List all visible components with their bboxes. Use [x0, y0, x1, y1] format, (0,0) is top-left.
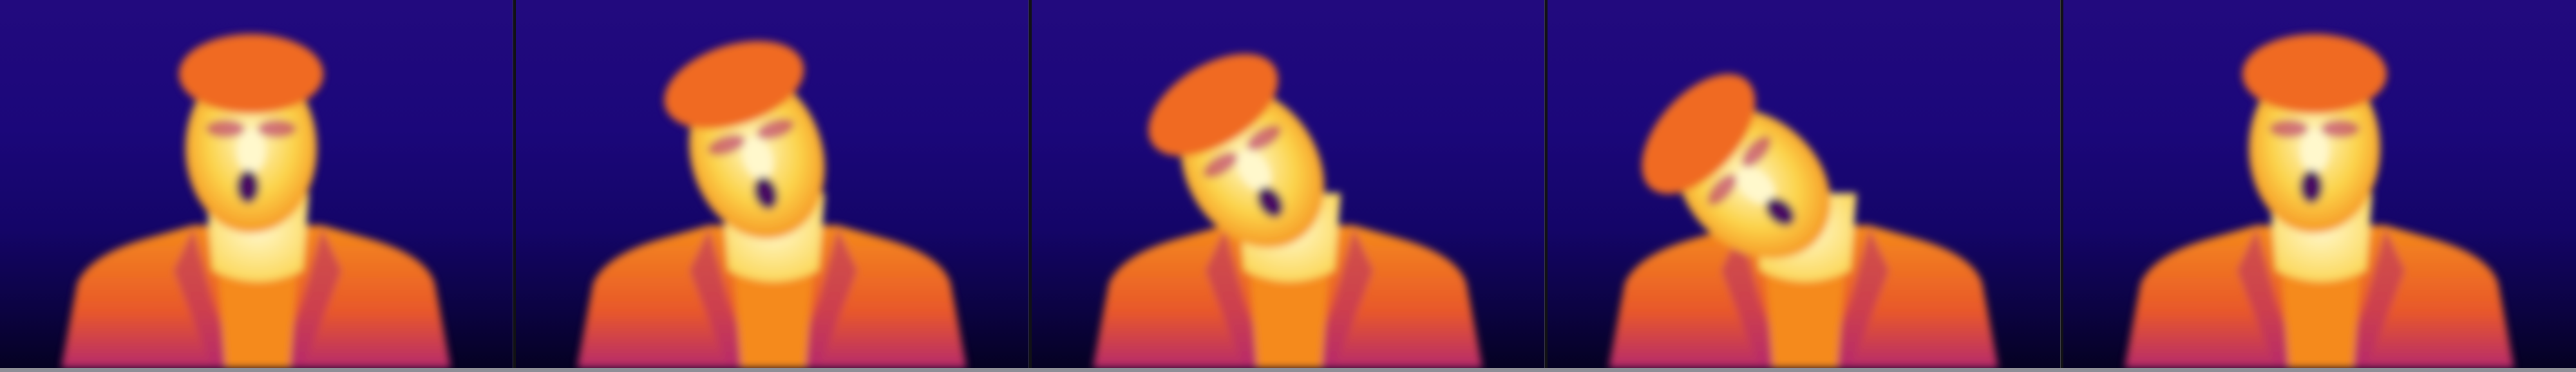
thermal-body: [1093, 53, 1482, 368]
lapel-right: [793, 228, 857, 368]
thermal-figure-1: [61, 34, 451, 368]
lapel-left: [1721, 228, 1786, 368]
eye-left: [1203, 152, 1238, 178]
head: [1642, 74, 1831, 259]
thermal-body: [1609, 74, 1998, 368]
lapel-right: [1824, 228, 1889, 368]
eye-left: [1707, 174, 1737, 205]
eye-left: [206, 120, 245, 138]
frame-divider: [1028, 0, 1032, 368]
hair-fringe: [1650, 82, 1750, 188]
hair-fringe: [1156, 64, 1271, 150]
lapel-left: [690, 228, 754, 368]
hair-fringe: [190, 64, 312, 106]
eye-right: [258, 120, 296, 138]
thermal-body: [2125, 34, 2514, 368]
thermal-body: [61, 34, 451, 368]
nose: [743, 137, 773, 180]
lapel-left: [2237, 228, 2302, 368]
eye-right: [1741, 136, 1772, 167]
hair-fringe: [2253, 64, 2376, 106]
lapel-left: [1206, 228, 1270, 368]
thermal-body: [577, 41, 967, 368]
eye-right: [2321, 120, 2360, 138]
thermal-figure-3: [1093, 53, 1482, 368]
head: [664, 41, 825, 239]
nose: [1737, 167, 1775, 204]
nose: [1237, 150, 1271, 191]
thermal-frame-2: [516, 0, 1028, 368]
mouth: [1256, 187, 1284, 218]
frame-divider: [1544, 0, 1548, 368]
eye-left: [2269, 120, 2308, 138]
lapel-right: [277, 228, 341, 368]
mouth: [753, 176, 779, 210]
hair-fringe: [672, 57, 795, 121]
mouth: [236, 170, 260, 203]
mouth: [1765, 198, 1795, 226]
eye-right: [757, 118, 794, 140]
mouth: [2300, 170, 2323, 203]
thermal-frame-4: [1548, 0, 2060, 368]
bottom-border: [0, 368, 2576, 372]
frame-divider: [2060, 0, 2063, 368]
thermal-frame-1: [0, 0, 513, 368]
frame-divider: [513, 0, 516, 368]
thermal-frame-5: [2063, 0, 2576, 368]
thermal-frame-3: [1032, 0, 1544, 368]
thermal-figure-4: [1609, 74, 1998, 368]
thermal-figure-2: [577, 41, 967, 368]
head: [1148, 53, 1325, 248]
lapel-left: [174, 228, 238, 368]
eye-left: [708, 135, 745, 156]
nose: [2300, 129, 2329, 173]
eye-right: [1247, 125, 1282, 151]
thermal-figure-5: [2125, 34, 2514, 368]
lapel-right: [1309, 228, 1373, 368]
nose: [237, 129, 265, 173]
lapel-right: [2340, 228, 2405, 368]
head: [179, 34, 323, 233]
head: [2242, 34, 2387, 233]
